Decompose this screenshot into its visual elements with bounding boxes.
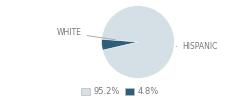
Legend: 95.2%, 4.8%: 95.2%, 4.8% (78, 84, 162, 100)
Text: HISPANIC: HISPANIC (176, 42, 218, 51)
Wedge shape (102, 39, 138, 50)
Wedge shape (102, 6, 174, 78)
Text: WHITE: WHITE (57, 28, 115, 40)
